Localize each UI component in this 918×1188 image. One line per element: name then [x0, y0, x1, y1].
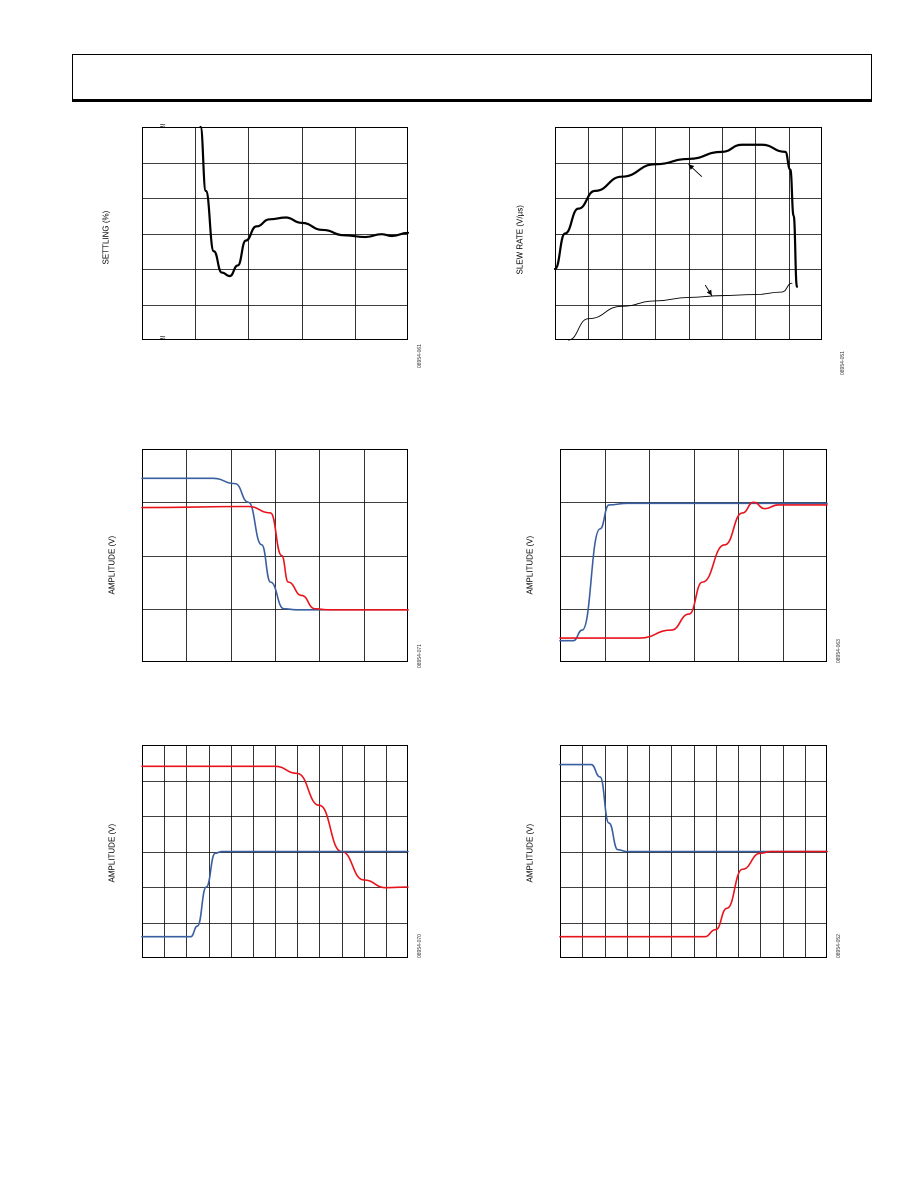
axis-break-bottom: ≈ [160, 333, 166, 344]
amp-mid-left-series-0 [141, 477, 409, 611]
page-header [72, 54, 872, 102]
slew-svg [553, 127, 822, 341]
amp-mid-right-series-1 [559, 501, 828, 639]
chart-amplitude-bottom-left-figure-code: 08954-070 [417, 934, 423, 958]
chart-amplitude-bottom-right-ylabel: AMPLITUDE (V) [525, 823, 535, 883]
settling-frame [142, 127, 408, 340]
slew-frame [555, 127, 822, 340]
settling-svg [142, 125, 410, 340]
chart-slew-rate-ylabel: SLEW RATE (V/µs) [515, 205, 525, 275]
chart-amplitude-bottom-right [559, 745, 828, 958]
slew-series-0 [553, 143, 799, 288]
chart-settling [142, 125, 410, 340]
chart-settling-figure-code: 08954-061 [417, 344, 423, 368]
chart-amplitude-bottom-right-figure-code: 08954-052 [836, 934, 842, 958]
amp-mid-left-series-1 [141, 505, 409, 611]
slew-annotation-arrowhead-1 [706, 289, 712, 296]
chart-amplitude-bottom-left [141, 745, 409, 958]
chart-amplitude-mid-right-ylabel: AMPLITUDE (V) [525, 535, 535, 595]
amp-bot-right-series-0 [559, 763, 828, 853]
amp-mid-left-frame [142, 449, 408, 662]
amp-mid-right-series-0 [559, 502, 828, 642]
chart-amplitude-mid-left-ylabel: AMPLITUDE (V) [107, 535, 117, 595]
amp-mid-right-frame [560, 449, 827, 662]
chart-slew-rate-figure-code: 08954-051 [840, 351, 846, 375]
slew-annotation-arrowhead-0 [688, 164, 695, 170]
amp-mid-left-svg [141, 449, 409, 662]
chart-amplitude-mid-right [559, 449, 828, 662]
amp-bot-left-series-0 [141, 765, 409, 889]
amp-bot-right-svg [559, 745, 828, 958]
chart-amplitude-mid-left-figure-code: 08954-071 [417, 644, 423, 668]
amp-bot-right-series-1 [559, 850, 828, 938]
amp-bot-left-svg [141, 745, 409, 958]
slew-series-1 [567, 282, 793, 341]
chart-amplitude-mid-right-figure-code: 08954-063 [836, 639, 842, 663]
chart-settling-ylabel: SETTLING (%) [101, 210, 111, 265]
axis-break-top: ≈ [160, 121, 166, 132]
amp-mid-right-svg [559, 449, 828, 662]
amp-bot-left-series-1 [141, 850, 409, 938]
chart-slew-rate [553, 127, 822, 341]
chart-amplitude-bottom-left-ylabel: AMPLITUDE (V) [107, 823, 117, 883]
settling-series-0 [199, 125, 410, 278]
chart-amplitude-mid-left [141, 449, 409, 662]
